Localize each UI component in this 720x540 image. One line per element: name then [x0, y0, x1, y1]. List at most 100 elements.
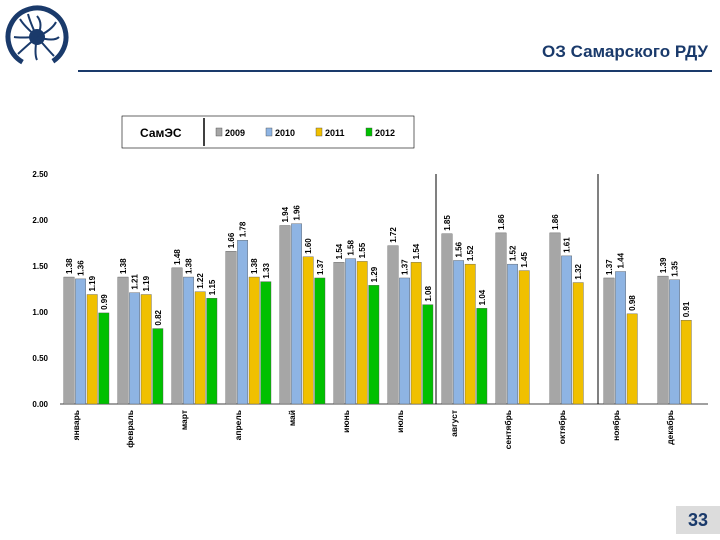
- category-label: ноябрь: [611, 410, 621, 441]
- data-label: 1.58: [347, 240, 356, 256]
- data-label: 1.66: [227, 232, 236, 248]
- data-label: 1.38: [250, 258, 259, 274]
- data-label: 1.35: [671, 261, 680, 277]
- bar-2009-ноябрь: [603, 277, 615, 405]
- data-label: 1.37: [401, 259, 410, 275]
- bar-2012-июль: [422, 304, 434, 405]
- y-tick-label: 0.00: [32, 400, 48, 409]
- legend-label-2011: 2011: [325, 128, 345, 138]
- data-label: 1.08: [424, 286, 433, 302]
- data-label: 1.45: [520, 251, 529, 267]
- bar-2010-февраль: [129, 292, 141, 405]
- slide-title: ОЗ Самарского РДУ: [542, 42, 708, 61]
- sun-logo-icon: [5, 5, 69, 69]
- legend-label-2009: 2009: [225, 128, 245, 138]
- legend-swatch-2009: [215, 127, 223, 137]
- data-label: 1.85: [443, 215, 452, 231]
- bar-2011-январь: [86, 294, 98, 405]
- bar-2010-октябрь: [561, 255, 573, 405]
- category-label: июнь: [341, 410, 351, 433]
- bar-2011-сентябрь: [518, 270, 530, 405]
- bar-2011-июль: [410, 262, 422, 405]
- bar-2009-январь: [63, 276, 75, 405]
- bar-2012-март: [206, 297, 218, 405]
- legend-swatch-2011: [315, 127, 323, 137]
- data-label: 1.55: [358, 242, 367, 258]
- y-tick-label: 2.50: [32, 170, 48, 179]
- data-label: 1.22: [196, 273, 205, 289]
- category-label: сентябрь: [503, 410, 513, 449]
- data-label: 1.19: [88, 275, 97, 291]
- chart-area: СамЭС 2009 2010 2011 2012 0.00 0.50 1.00 1.50 2.0…: [18, 106, 714, 526]
- data-label: 1.37: [605, 259, 614, 275]
- y-tick-label: 1.00: [32, 308, 48, 317]
- data-label: 0.91: [682, 301, 691, 317]
- data-label: 1.52: [509, 245, 518, 261]
- data-label: 1.61: [563, 237, 572, 253]
- data-label: 1.48: [173, 249, 182, 265]
- data-label: 1.44: [617, 252, 626, 268]
- bar-2011-апрель: [248, 276, 260, 405]
- data-label: 1.38: [65, 258, 74, 274]
- data-label: 0.99: [100, 294, 109, 310]
- category-label: октябрь: [557, 410, 567, 444]
- data-label: 1.15: [208, 279, 217, 295]
- category-label: август: [449, 410, 459, 437]
- bar-2009-октябрь: [549, 232, 561, 405]
- category-label: декабрь: [665, 410, 675, 445]
- category-label: май: [287, 410, 297, 426]
- bar-2012-февраль: [152, 328, 164, 405]
- category-label: июль: [395, 410, 405, 433]
- bar-2011-декабрь: [680, 320, 692, 405]
- data-label: 1.04: [478, 289, 487, 305]
- bar-2011-ноябрь: [626, 313, 638, 405]
- data-label: 1.36: [77, 260, 86, 276]
- data-label: 1.19: [142, 275, 151, 291]
- bar-2010-март: [183, 276, 194, 405]
- y-tick-label: 2.00: [32, 216, 48, 225]
- legend-label-2012: 2012: [375, 128, 395, 138]
- data-label: 1.54: [412, 243, 421, 259]
- bar-2009-сентябрь: [495, 232, 507, 405]
- y-tick-label: 0.50: [32, 354, 48, 363]
- category-label: январь: [71, 410, 81, 440]
- data-label: 1.38: [185, 258, 194, 274]
- bar-2011-май: [302, 256, 314, 405]
- data-label: 1.96: [293, 205, 302, 221]
- data-label: 1.78: [239, 221, 248, 237]
- bar-2010-ноябрь: [615, 271, 627, 405]
- bar-2009-март: [171, 267, 183, 405]
- bar-chart: СамЭС 2009 2010 2011 2012 0.00 0.50 1.00 1.50 2.0…: [32, 115, 708, 449]
- bar-2011-октябрь: [572, 282, 584, 405]
- data-label: 1.21: [131, 274, 140, 290]
- legend-swatch-2010: [265, 127, 273, 137]
- category-label: апрель: [233, 410, 243, 440]
- data-label: 0.98: [628, 295, 637, 311]
- category-label: март: [179, 410, 189, 430]
- header-divider: [78, 70, 712, 72]
- bar-2010-май: [291, 223, 302, 405]
- data-label: 1.52: [466, 245, 475, 261]
- data-label: 1.86: [551, 214, 560, 230]
- data-label: 1.38: [119, 258, 128, 274]
- legend-label-2010: 2010: [275, 128, 295, 138]
- data-label: 1.60: [304, 238, 313, 254]
- data-label: 1.33: [262, 263, 271, 279]
- bar-2012-август: [476, 308, 488, 405]
- bar-2012-апрель: [260, 281, 272, 405]
- data-label: 0.82: [154, 309, 163, 325]
- bar-2010-декабрь: [669, 279, 681, 405]
- legend-swatch-2012: [365, 127, 373, 137]
- bar-2009-июль: [387, 245, 399, 405]
- data-label: 1.54: [335, 243, 344, 259]
- bar-2011-июнь: [356, 261, 368, 405]
- bar-2009-апрель: [225, 251, 237, 405]
- bar-2010-июль: [399, 277, 410, 405]
- data-label: 1.56: [455, 241, 464, 257]
- y-tick-label: 1.50: [32, 262, 48, 271]
- bar-2010-июнь: [345, 258, 356, 405]
- bar-2010-сентябрь: [507, 263, 518, 405]
- page-number: 33: [676, 506, 720, 534]
- chart-title: СамЭС: [140, 126, 182, 140]
- data-label: 1.94: [281, 206, 290, 222]
